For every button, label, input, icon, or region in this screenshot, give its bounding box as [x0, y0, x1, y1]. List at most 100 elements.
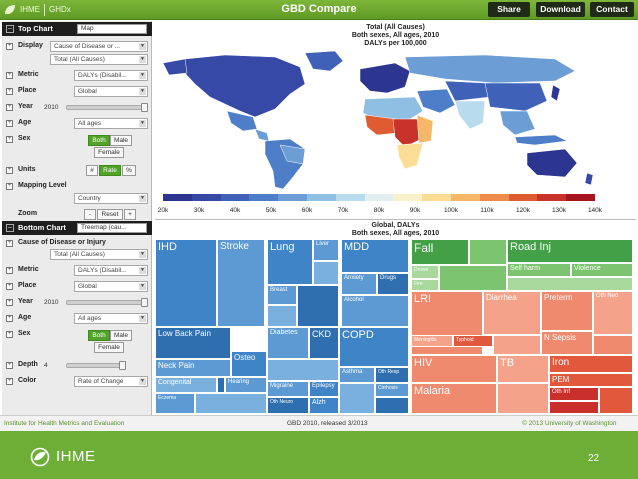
display-select[interactable]: Cause of Disease or ... ▼: [50, 41, 148, 52]
sex-expand-icon[interactable]: +: [6, 331, 13, 338]
treemap-tile-tb[interactable]: TB: [497, 355, 549, 383]
depth-slider[interactable]: [66, 361, 126, 370]
treemap-tile-cirrhosis[interactable]: Cirrhosis: [375, 383, 409, 397]
mapping-level-select[interactable]: Country ▼: [74, 193, 148, 204]
color-expand-icon[interactable]: +: [6, 378, 13, 385]
treemap-tile-drown[interactable]: Drown: [411, 265, 439, 279]
treemap-tile[interactable]: [339, 383, 375, 414]
treemap-tile[interactable]: [549, 401, 599, 414]
bottom-year-slider[interactable]: [66, 298, 148, 307]
units-expand-icon[interactable]: +: [6, 167, 13, 174]
treemap-tile[interactable]: [593, 335, 633, 355]
metric-expand-icon[interactable]: +: [6, 267, 13, 274]
color-select[interactable]: Rate of Change ▼: [74, 376, 148, 387]
treemap-tile-alcohol[interactable]: Alcohol: [341, 295, 409, 327]
bottom-age-select[interactable]: All ages ▼: [74, 313, 148, 324]
treemap-tile-neckpain[interactable]: Neck Pain: [155, 359, 231, 377]
treemap-tile[interactable]: [217, 377, 225, 393]
treemap-tile-lowback[interactable]: Low Back Pain: [155, 327, 231, 359]
treemap-tile-congenital[interactable]: Congenital: [155, 377, 217, 393]
collapse-icon[interactable]: –: [6, 224, 14, 232]
treemap-tile[interactable]: [599, 387, 633, 414]
treemap-tile-stroke[interactable]: Stroke: [217, 239, 265, 327]
treemap-tile-hiv[interactable]: HIV: [411, 355, 497, 383]
treemap-tile-hearing[interactable]: Hearing: [225, 377, 267, 393]
treemap-tile[interactable]: [493, 335, 541, 355]
treemap-tile-migraine[interactable]: Migraine: [267, 381, 309, 397]
treemap-tile-ckd[interactable]: CKD: [309, 327, 339, 359]
zoom-reset-button[interactable]: Reset: [97, 209, 123, 220]
metric-expand-icon[interactable]: +: [6, 72, 13, 79]
treemap-tile-preterm[interactable]: Preterm: [541, 291, 593, 331]
treemap-tile[interactable]: [507, 277, 633, 291]
units-rate-toggle[interactable]: Rate: [99, 165, 121, 176]
bottom-sex-both-toggle[interactable]: Both: [88, 330, 110, 341]
mapping-expand-icon[interactable]: +: [6, 183, 13, 190]
year-slider[interactable]: [66, 103, 148, 112]
treemap-tile-alzh[interactable]: Alzh: [309, 397, 339, 414]
treemap-tile-meningitis[interactable]: Meningitis: [411, 335, 453, 347]
treemap-tile-othneuro[interactable]: Oth Neuro: [267, 397, 309, 414]
place-expand-icon[interactable]: +: [6, 88, 13, 95]
treemap-tile-iron[interactable]: Iron: [549, 355, 633, 373]
place-select[interactable]: Global ▼: [74, 86, 148, 97]
bottom-chart-type-select[interactable]: Treemap (cau...: [77, 223, 147, 233]
treemap-tile-breast[interactable]: Breast: [267, 285, 297, 305]
top-chart-type-select[interactable]: Map: [77, 24, 147, 34]
treemap-tile-malaria[interactable]: Malaria: [411, 383, 497, 414]
age-expand-icon[interactable]: +: [6, 315, 13, 322]
treemap-tile-othneo[interactable]: Oth Neo: [593, 291, 633, 335]
year-expand-icon[interactable]: +: [6, 104, 13, 111]
zoom-in-button[interactable]: +: [124, 209, 136, 220]
treemap[interactable]: IHD Stroke Lung Liver Breast MDD Anxiety Drugs A…: [155, 239, 633, 414]
treemap-tile-liver[interactable]: Liver: [313, 239, 339, 261]
treemap-tile[interactable]: [497, 383, 549, 414]
treemap-tile-pem[interactable]: PEM: [549, 373, 633, 387]
collapse-icon[interactable]: –: [6, 25, 14, 33]
treemap-tile[interactable]: [267, 359, 339, 381]
treemap-tile[interactable]: [195, 393, 267, 414]
depth-slider-handle[interactable]: [119, 361, 126, 370]
treemap-tile[interactable]: [439, 265, 507, 291]
sex-both-toggle[interactable]: Both: [88, 135, 110, 146]
treemap-tile-fall[interactable]: Fall: [411, 239, 469, 265]
cause-expand-icon[interactable]: +: [6, 240, 13, 247]
age-expand-icon[interactable]: +: [6, 120, 13, 127]
world-map[interactable]: [155, 49, 625, 191]
metric-select[interactable]: DALYs (Disabil... ▼: [74, 70, 148, 81]
treemap-tile-diarrhea[interactable]: Diarrhea: [483, 291, 541, 335]
year-slider-handle[interactable]: [141, 103, 148, 112]
display-cause-select[interactable]: Total (All Causes) ▼: [50, 54, 148, 65]
age-select[interactable]: All ages ▼: [74, 118, 148, 129]
treemap-tile[interactable]: [313, 261, 339, 285]
treemap-tile-asthma[interactable]: Asthma: [339, 367, 375, 383]
treemap-tile-road[interactable]: Road Inj: [507, 239, 633, 263]
bottom-place-select[interactable]: Global ▼: [74, 281, 148, 292]
treemap-tile-nsepsis[interactable]: N Sepsis: [541, 331, 593, 355]
units-number-toggle[interactable]: #: [86, 165, 98, 176]
bottom-sex-male-toggle[interactable]: Male: [110, 330, 132, 341]
treemap-tile[interactable]: [267, 305, 297, 327]
treemap-tile[interactable]: [469, 239, 507, 265]
treemap-tile-violence[interactable]: Violence: [571, 263, 633, 277]
display-expand-icon[interactable]: +: [6, 43, 13, 50]
place-expand-icon[interactable]: +: [6, 283, 13, 290]
treemap-tile-eczema[interactable]: Eczema: [155, 393, 195, 414]
treemap-tile-lung[interactable]: Lung: [267, 239, 313, 285]
zoom-out-button[interactable]: -: [84, 209, 96, 220]
footer-institute-link[interactable]: Institute for Health Metrics and Evaluat…: [4, 420, 125, 427]
treemap-tile-osteo[interactable]: Osteo: [231, 351, 267, 377]
sex-male-toggle[interactable]: Male: [110, 135, 132, 146]
bottom-sex-female-toggle[interactable]: Female: [94, 342, 124, 353]
brand-link[interactable]: IHME: [20, 5, 40, 14]
bottom-metric-select[interactable]: DALYs (Disabil... ▼: [74, 265, 148, 276]
download-button[interactable]: Download: [536, 2, 585, 17]
treemap-tile-othresp[interactable]: Oth Resp: [375, 367, 409, 383]
cause-select[interactable]: Total (All Causes) ▼: [50, 249, 148, 260]
treemap-tile-diabetes[interactable]: Diabetes: [267, 327, 309, 359]
treemap-tile-typhoid[interactable]: Typhoid: [453, 335, 493, 347]
treemap-tile-anxiety[interactable]: Anxiety: [341, 273, 377, 295]
sex-expand-icon[interactable]: +: [6, 136, 13, 143]
treemap-tile-othinf[interactable]: Oth Inf: [549, 387, 599, 401]
ghdx-link[interactable]: GHDx: [49, 5, 71, 14]
